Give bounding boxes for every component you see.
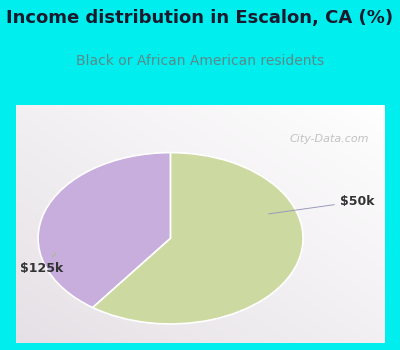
Text: City-Data.com: City-Data.com bbox=[290, 134, 369, 143]
Wedge shape bbox=[38, 153, 170, 308]
Text: $125k: $125k bbox=[20, 253, 63, 275]
Text: Black or African American residents: Black or African American residents bbox=[76, 54, 324, 68]
Text: $50k: $50k bbox=[269, 195, 374, 214]
Text: Income distribution in Escalon, CA (%): Income distribution in Escalon, CA (%) bbox=[6, 9, 394, 27]
Wedge shape bbox=[93, 153, 303, 324]
